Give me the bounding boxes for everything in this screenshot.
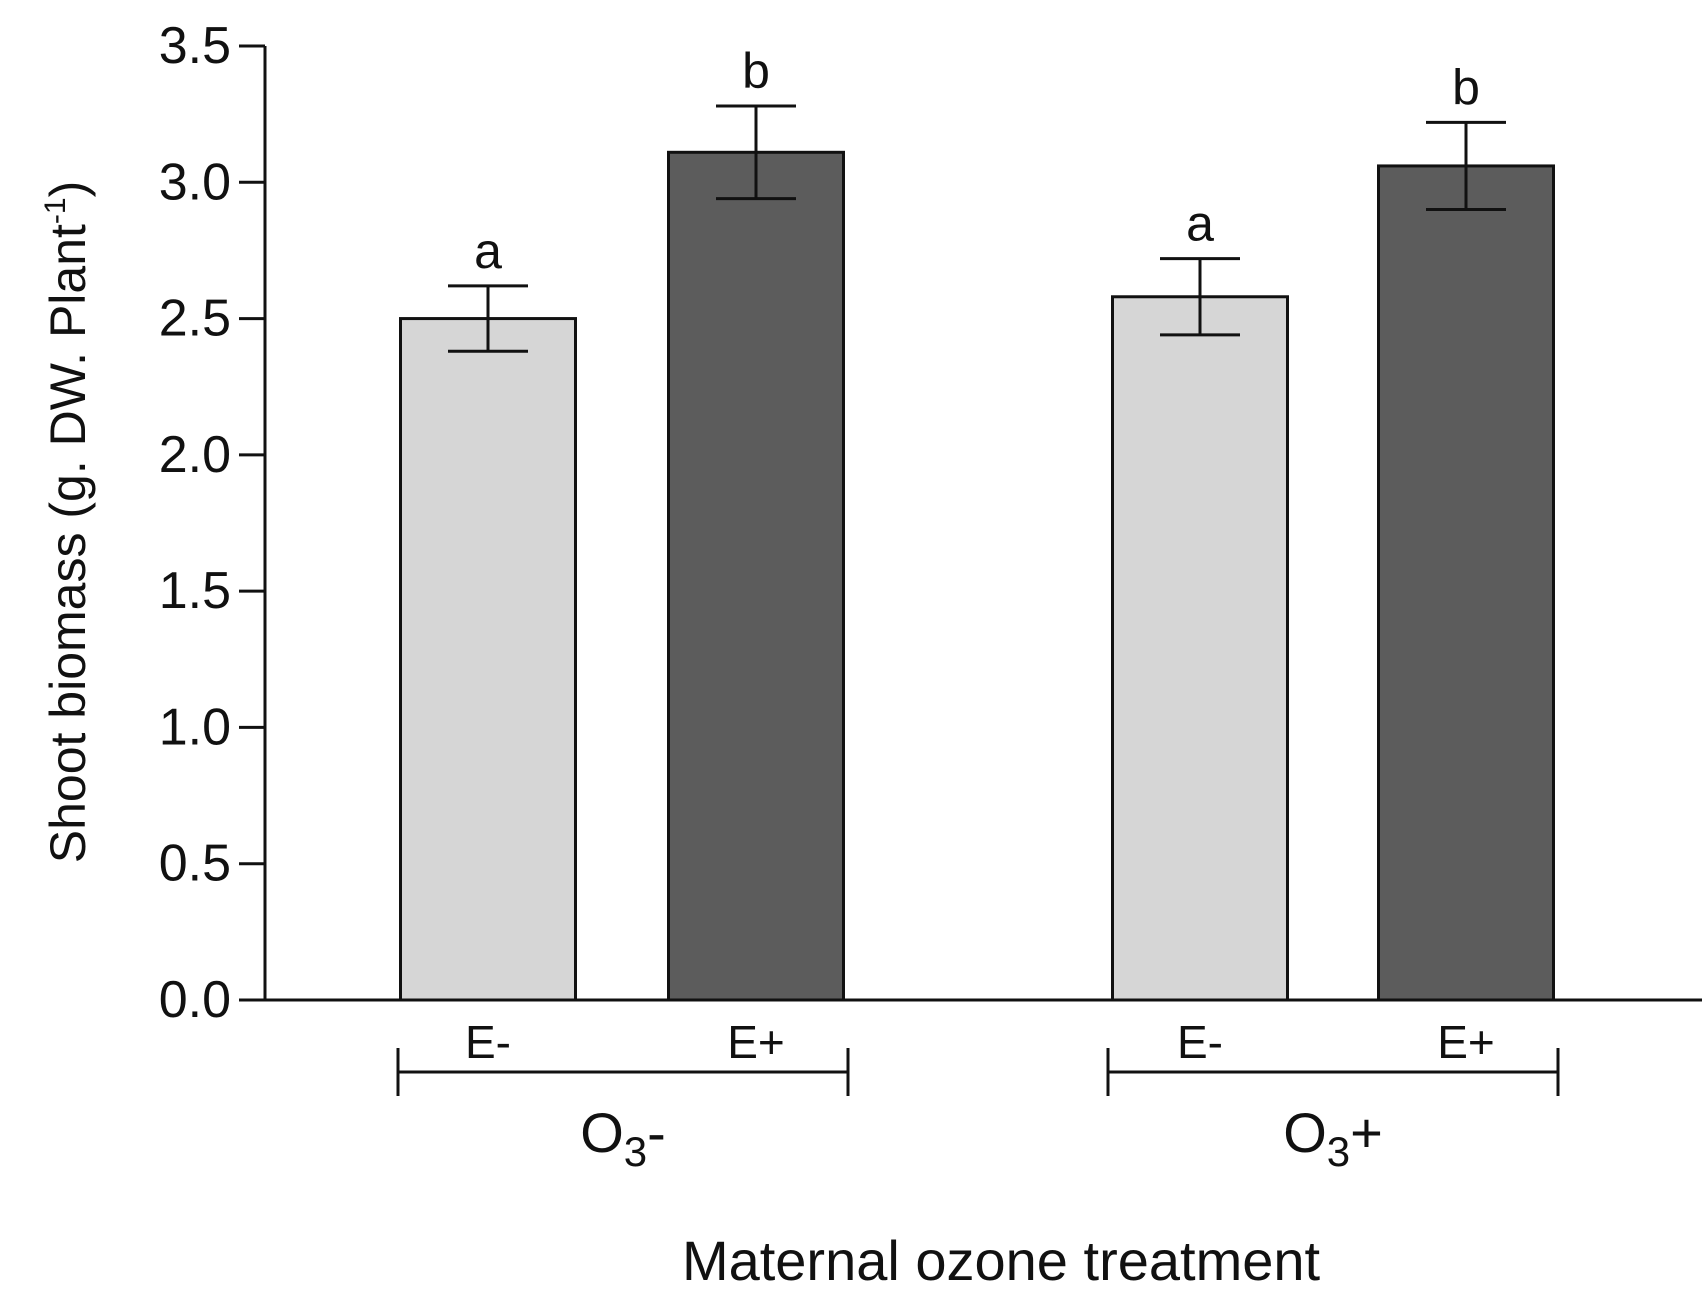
group-label: O3-: [580, 1101, 666, 1175]
bar: [1377, 164, 1555, 1002]
y-axis-label: Shoot biomass (g. DW. Plant-1): [39, 181, 96, 864]
y-tick-label: 0.0: [159, 971, 231, 1029]
bar: [667, 150, 845, 1002]
bar: [399, 317, 577, 1002]
y-tick-label: 2.5: [159, 290, 231, 348]
y-tick-label: 2.0: [159, 426, 231, 484]
bar-series: a b a b: [399, 43, 1555, 1002]
significance-letter: a: [474, 223, 502, 279]
y-axis-ticks: 0.0 0.5 1.0 1.5 2.0 2.5 3.0 3.5: [159, 17, 265, 1029]
category-label: E+: [727, 1016, 785, 1068]
category-label: E-: [465, 1016, 511, 1068]
significance-letter: b: [1452, 59, 1480, 115]
category-label: E-: [1177, 1016, 1223, 1068]
y-tick-label: 3.5: [159, 17, 231, 75]
significance-letter: a: [1186, 196, 1214, 252]
y-tick-label: 0.5: [159, 835, 231, 893]
significance-letter: b: [742, 43, 770, 99]
bar: [1111, 295, 1289, 1002]
group-label: O3+: [1283, 1101, 1383, 1175]
group-axis: E- E+ O3- E- E+ O3+: [396, 1016, 1560, 1175]
y-tick-label: 3.0: [159, 153, 231, 211]
x-axis-label: Maternal ozone treatment: [682, 1229, 1321, 1292]
category-label: E+: [1437, 1016, 1495, 1068]
y-tick-label: 1.0: [159, 698, 231, 756]
y-tick-label: 1.5: [159, 562, 231, 620]
